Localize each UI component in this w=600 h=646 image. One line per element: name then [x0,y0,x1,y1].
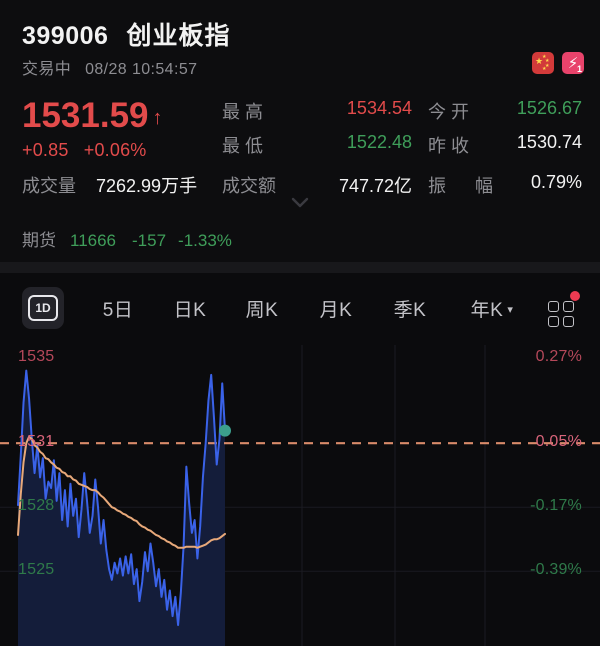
flag-star-4: ★ [542,66,547,72]
symbol-name: 创业板指 [126,22,231,50]
intraday-chart-plot[interactable]: 1535 1531 1528 1525 0.27% 0.05% -0.17% -… [0,345,600,646]
label-volume: 成交量 [22,176,76,196]
grid-cell-1 [548,301,559,312]
tab-daily-k[interactable]: 日K [173,299,207,321]
flag-star-large: ★ [535,56,544,66]
price-change-abs: +0.85 [22,140,69,160]
value-volume: 7262.99万手 [96,176,198,196]
futures-row[interactable]: 期货 11666 -157 -1.33% [22,226,232,251]
chevron-down-icon-tab: ▾ [507,303,514,316]
tab-1d-label: 1D [28,295,58,321]
quote-stat-grid: 最 高 1534.54 今 开 1526.67 最 低 1522.48 昨 收 … [0,98,600,166]
header-badges: ★ ★ ★ ★ ★ ⚡ 1 [532,52,584,74]
value-amplitude: 0.79% [530,172,582,192]
price-change-pct: +0.06% [83,140,147,160]
flag-star-2: ★ [545,58,550,64]
chevron-down-icon[interactable] [288,196,312,210]
tab-1d[interactable]: 1D [22,287,64,329]
market-timestamp: 08/28 10:54:57 [85,61,198,78]
china-flag-icon[interactable]: ★ ★ ★ ★ ★ [532,52,554,74]
tab-weekly-k[interactable]: 周K [245,299,279,321]
section-divider [0,262,600,273]
flag-star-1: ★ [542,54,547,60]
label-open: 今 开 [428,102,470,122]
tab-5day[interactable]: 5日 [102,299,134,321]
tab-monthly-k[interactable]: 月K [319,299,353,321]
grid-notification-dot [570,291,580,301]
grid-cell-3 [548,316,559,327]
futures-price: 11666 [70,231,117,250]
bolt-glyph: ⚡ [567,54,579,72]
label-low: 最 低 [222,136,264,156]
last-price-block: 1531.59 ↑ [22,96,163,136]
grid-cell-4 [563,316,574,327]
chart-svg [0,345,600,646]
grid-cell-2 [563,301,574,312]
value-high: 1534.54 [346,98,412,118]
bolt-badge-count: 1 [576,64,582,74]
stat-row-high-open: 最 高 1534.54 今 开 1526.67 [0,98,600,132]
stat-row-volume: 成交量 7262.99万手 成交额 747.72亿 振 幅 0.79% [0,172,600,202]
value-low: 1522.48 [346,132,412,152]
value-prev-close: 1530.74 [516,132,582,152]
symbol-code: 399006 [22,22,109,50]
market-status: 交易中 [22,61,72,78]
flag-star-3: ★ [545,63,550,69]
price-change-block: +0.85 +0.06% [22,140,147,161]
value-open: 1526.67 [516,98,582,118]
grid-view-icon[interactable] [548,291,580,327]
label-high: 最 高 [222,102,264,122]
stat-row-low-prevclose: 最 低 1522.48 昨 收 1530.74 [0,132,600,166]
label-amplitude: 振 幅 [428,176,506,196]
last-price: 1531.59 [22,96,149,135]
quote-header: 399006 创业板指 交易中 08/28 10:54:57 ★ ★ ★ ★ ★… [0,0,600,262]
tab-yearly-k-label: 年K [470,299,504,321]
label-turnover: 成交额 [222,176,276,196]
futures-change-pct: -1.33% [178,231,232,250]
label-prev-close: 昨 收 [428,136,470,156]
price-direction-arrow: ↑ [152,107,163,129]
futures-label: 期货 [22,231,56,250]
value-turnover: 747.72亿 [338,176,412,196]
tab-quarterly-k[interactable]: 季K [393,299,427,321]
chart-section: 1D 5日 日K 周K 月K 季K 年K ▾ 1535 1531 1528 [0,273,600,646]
futures-change: -157 [132,231,167,250]
symbol-title[interactable]: 399006 创业板指 [22,16,230,52]
lightning-bolt-icon[interactable]: ⚡ 1 [562,52,584,74]
tab-yearly-k[interactable]: 年K ▾ [456,287,528,329]
market-status-row: 交易中 08/28 10:54:57 [22,55,197,79]
chart-period-tabbar: 1D 5日 日K 周K 月K 季K 年K ▾ [0,273,600,345]
